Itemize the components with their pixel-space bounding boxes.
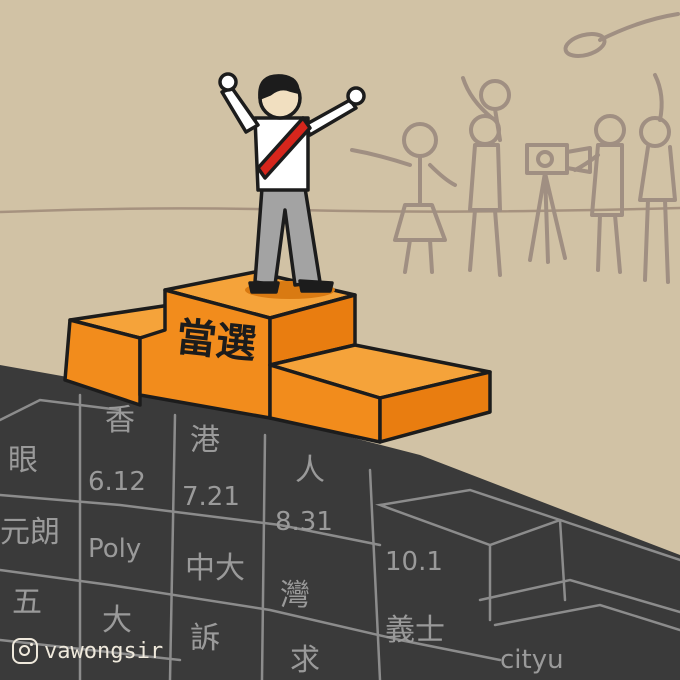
wall-grid [0, 393, 680, 680]
wall-text-row5-3: cityu [500, 645, 564, 675]
wall-text-row4-2: 大 [102, 603, 132, 638]
wall-text-row2-3: 7.21 [182, 482, 240, 512]
wall-text-row3-1: 元朗 [0, 515, 60, 550]
wall-text-row1-1: 香 [105, 403, 135, 438]
wall-text-row5-1: 訴 [190, 621, 220, 656]
wall-text-row2-2: 6.12 [88, 467, 146, 497]
wall-text-row3-4: 10.1 [385, 547, 443, 577]
wall-text-row2-4: 8.31 [275, 507, 333, 537]
wall-text-row3-3: 中大 [185, 551, 245, 586]
instagram-icon [12, 638, 38, 664]
wall-text-row1-2: 港 [190, 423, 220, 458]
wall-text: 香 港 人 眼 6.12 7.21 8.31 元朗 Poly 中大 10.1 五… [0, 403, 564, 678]
artist-handle: vawongsir [44, 638, 164, 664]
wall-text-row2-1: 眼 [8, 443, 38, 478]
wall [0, 365, 680, 680]
wall-text-row3-2: Poly [88, 534, 141, 564]
podium-label: 當選 [174, 314, 258, 368]
wall-text-row5-2: 求 [290, 643, 320, 678]
wall-text-row4-3: 灣 [280, 578, 310, 613]
wall-text-row1-3: 人 [295, 453, 325, 488]
artist-credit: vawongsir [12, 636, 163, 666]
crowd-sketch [350, 12, 680, 284]
winner-figure [218, 72, 366, 299]
wall-text-row4-1: 五 [12, 585, 42, 620]
wall-text-row4-4: 義士 [385, 613, 445, 648]
podium [63, 270, 492, 444]
